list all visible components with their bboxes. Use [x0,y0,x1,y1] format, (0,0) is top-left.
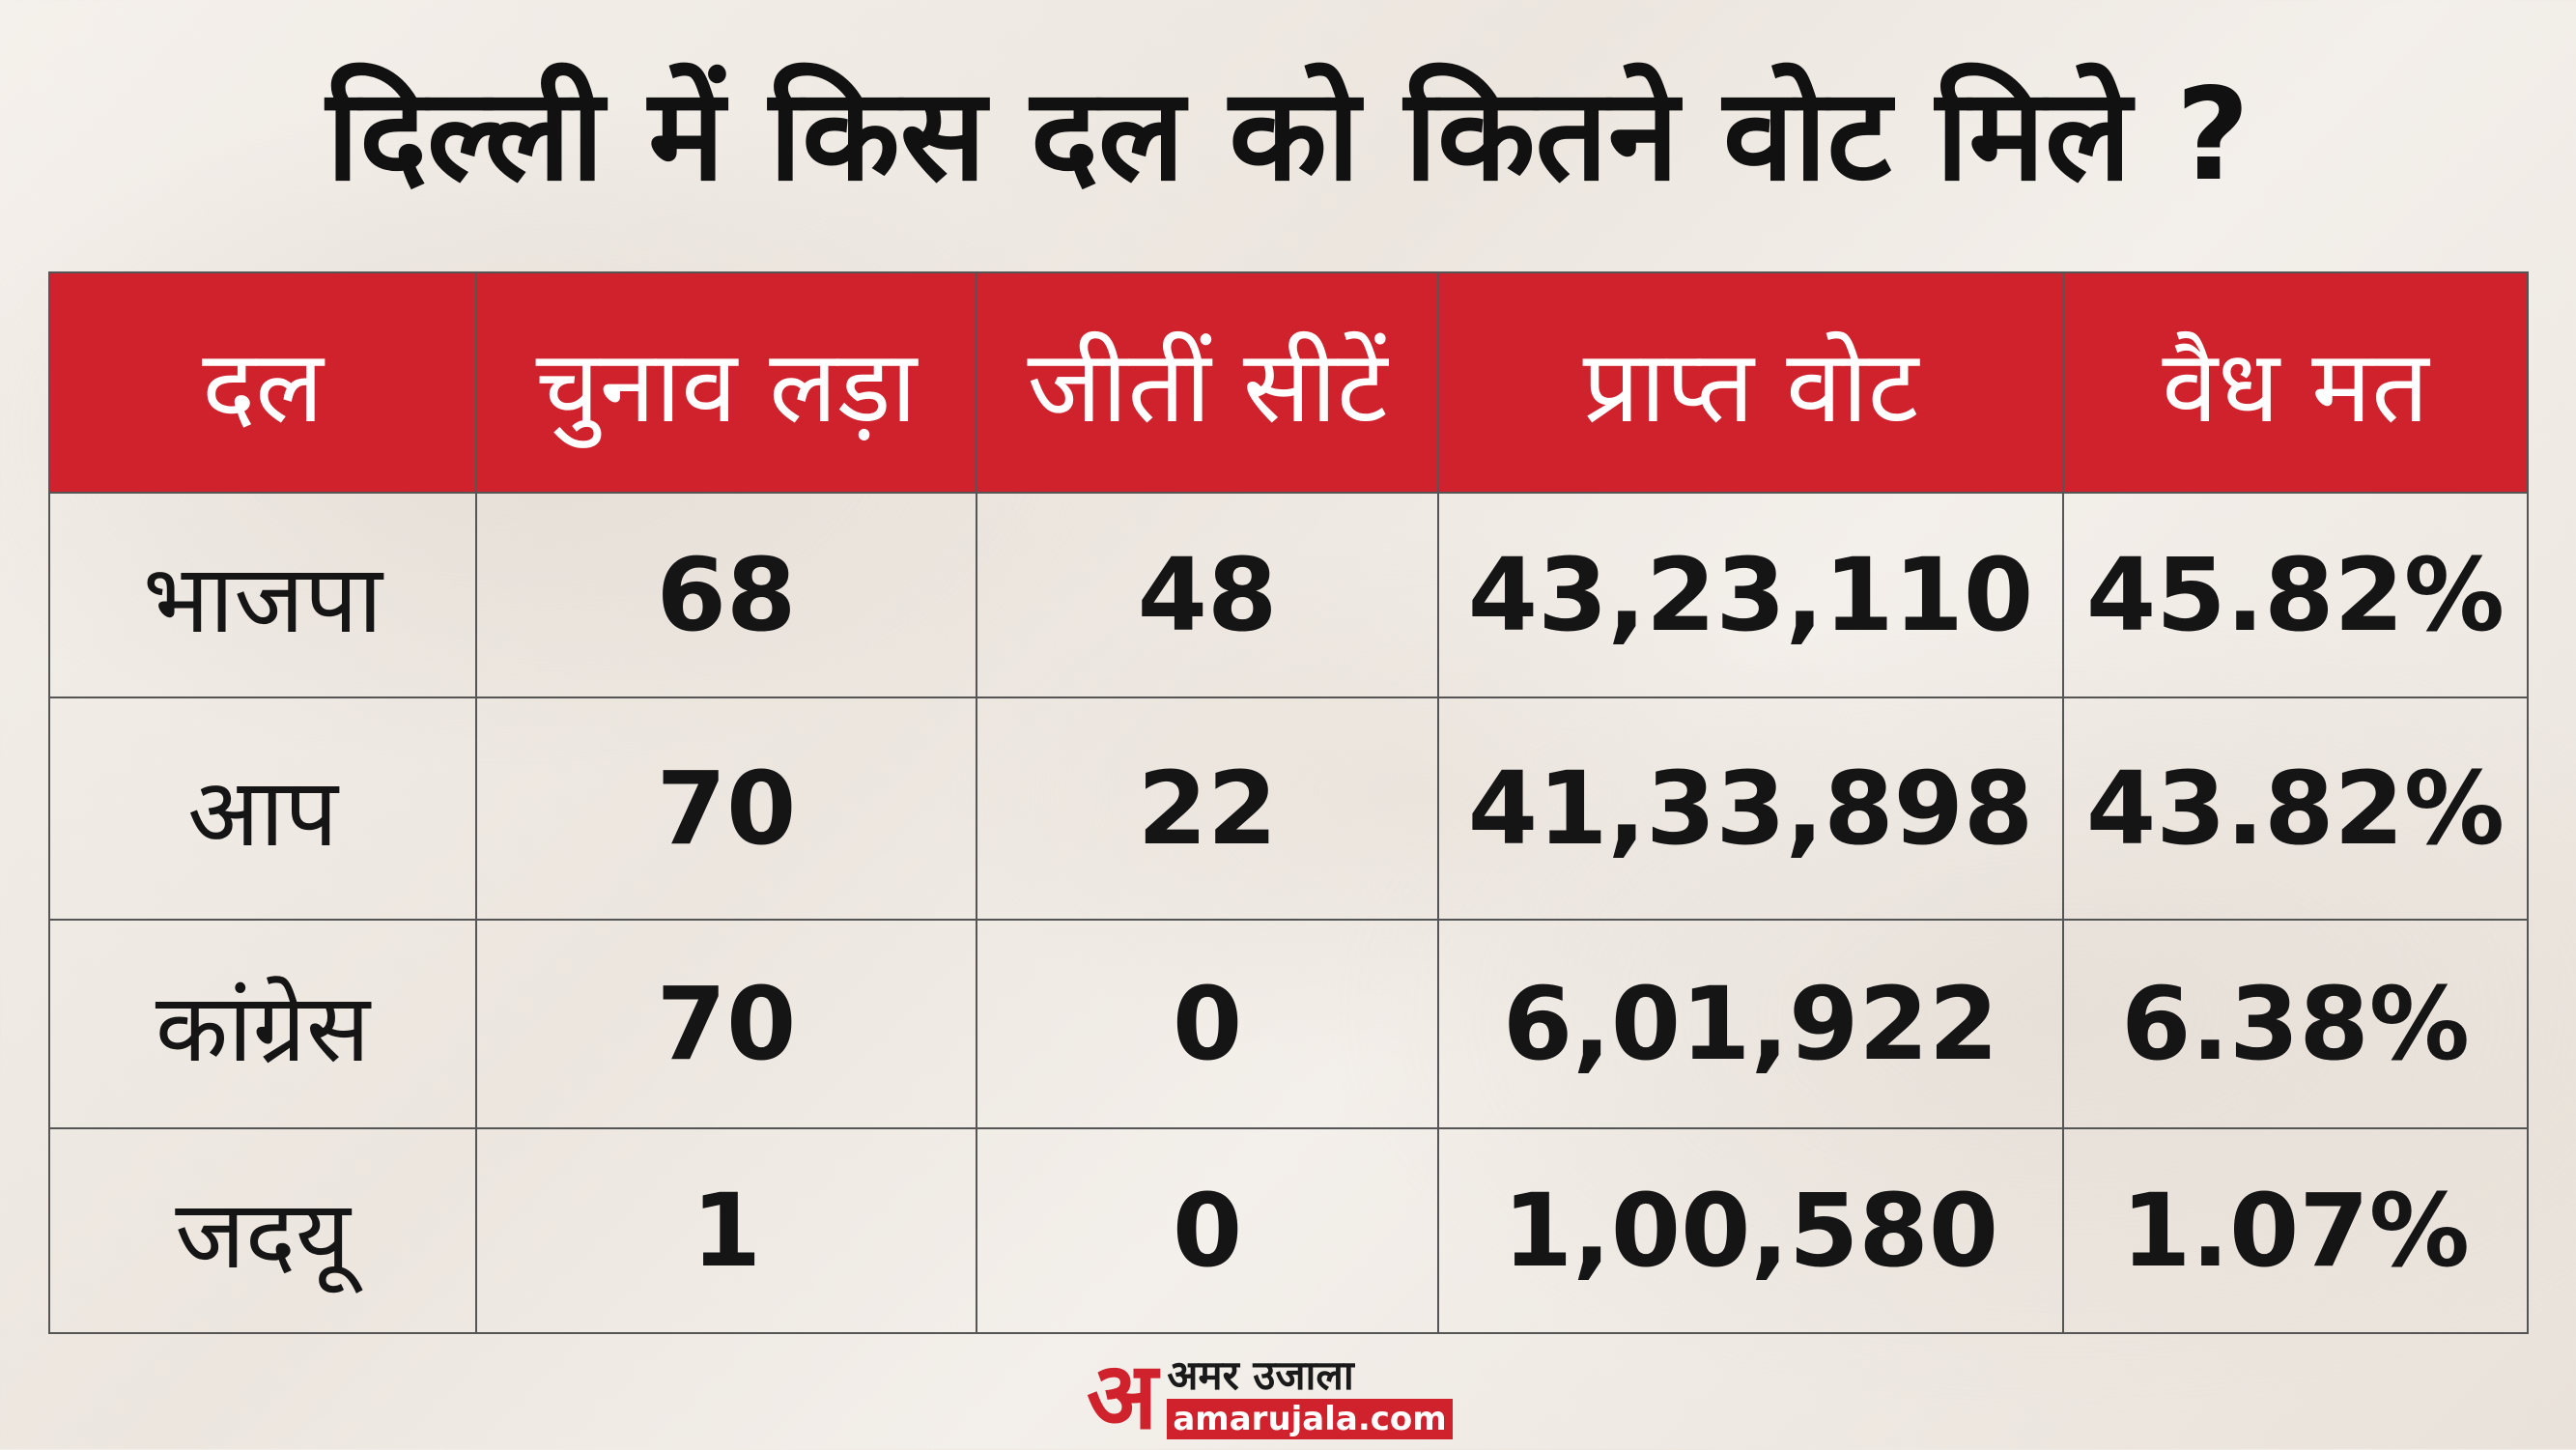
seats-contested: 1 [475,1127,977,1334]
seats-won: 0 [976,1127,1439,1334]
vote-results-table: दल चुनाव लड़ा जीतीं सीटें प्राप्त वोट वै… [48,271,2529,1334]
votes-received: 43,23,110 [1437,492,2064,698]
seats-contested: 70 [475,697,977,921]
vote-share: 45.82% [2062,492,2529,698]
header-contested: चुनाव लड़ा [475,271,977,494]
logo-text: अमर उजाला amarujala.com [1167,1350,1453,1439]
table-row: भाजपा 68 48 43,23,110 45.82% [48,492,2529,698]
vote-share: 6.38% [2062,919,2529,1129]
votes-received: 6,01,922 [1437,919,2064,1129]
table-row: जदयू 1 0 1,00,580 1.07% [48,1127,2529,1334]
header-party: दल [48,271,477,494]
votes-received: 1,00,580 [1437,1127,2064,1334]
party-name: कांग्रेस [48,919,477,1129]
table-row: कांग्रेस 70 0 6,01,922 6.38% [48,919,2529,1129]
header-valid-vote-share: वैध मत [2062,271,2529,494]
header-votes-received: प्राप्त वोट [1437,271,2064,494]
table-header-row: दल चुनाव लड़ा जीतीं सीटें प्राप्त वोट वै… [48,271,2529,494]
table-row: आप 70 22 41,33,898 43.82% [48,697,2529,921]
seats-contested: 70 [475,919,977,1129]
seats-won: 0 [976,919,1439,1129]
party-name: आप [48,697,477,921]
logo-url: amarujala.com [1167,1398,1453,1439]
amar-ujala-logo: अ अमर उजाला amarujala.com [1087,1345,1492,1446]
logo-name: अमर उजाला [1167,1350,1354,1399]
votes-received: 41,33,898 [1437,697,2064,921]
seats-won: 48 [976,492,1439,698]
seats-won: 22 [976,697,1439,921]
header-seats-won: जीतीं सीटें [976,271,1439,494]
vote-share: 1.07% [2062,1127,2529,1334]
party-name: भाजपा [48,492,477,698]
page-title: दिल्ली में किस दल को कितने वोट मिले ? [326,61,2250,210]
seats-contested: 68 [475,492,977,698]
logo-mark-icon: अ [1087,1341,1158,1450]
party-name: जदयू [48,1127,477,1334]
vote-share: 43.82% [2062,697,2529,921]
